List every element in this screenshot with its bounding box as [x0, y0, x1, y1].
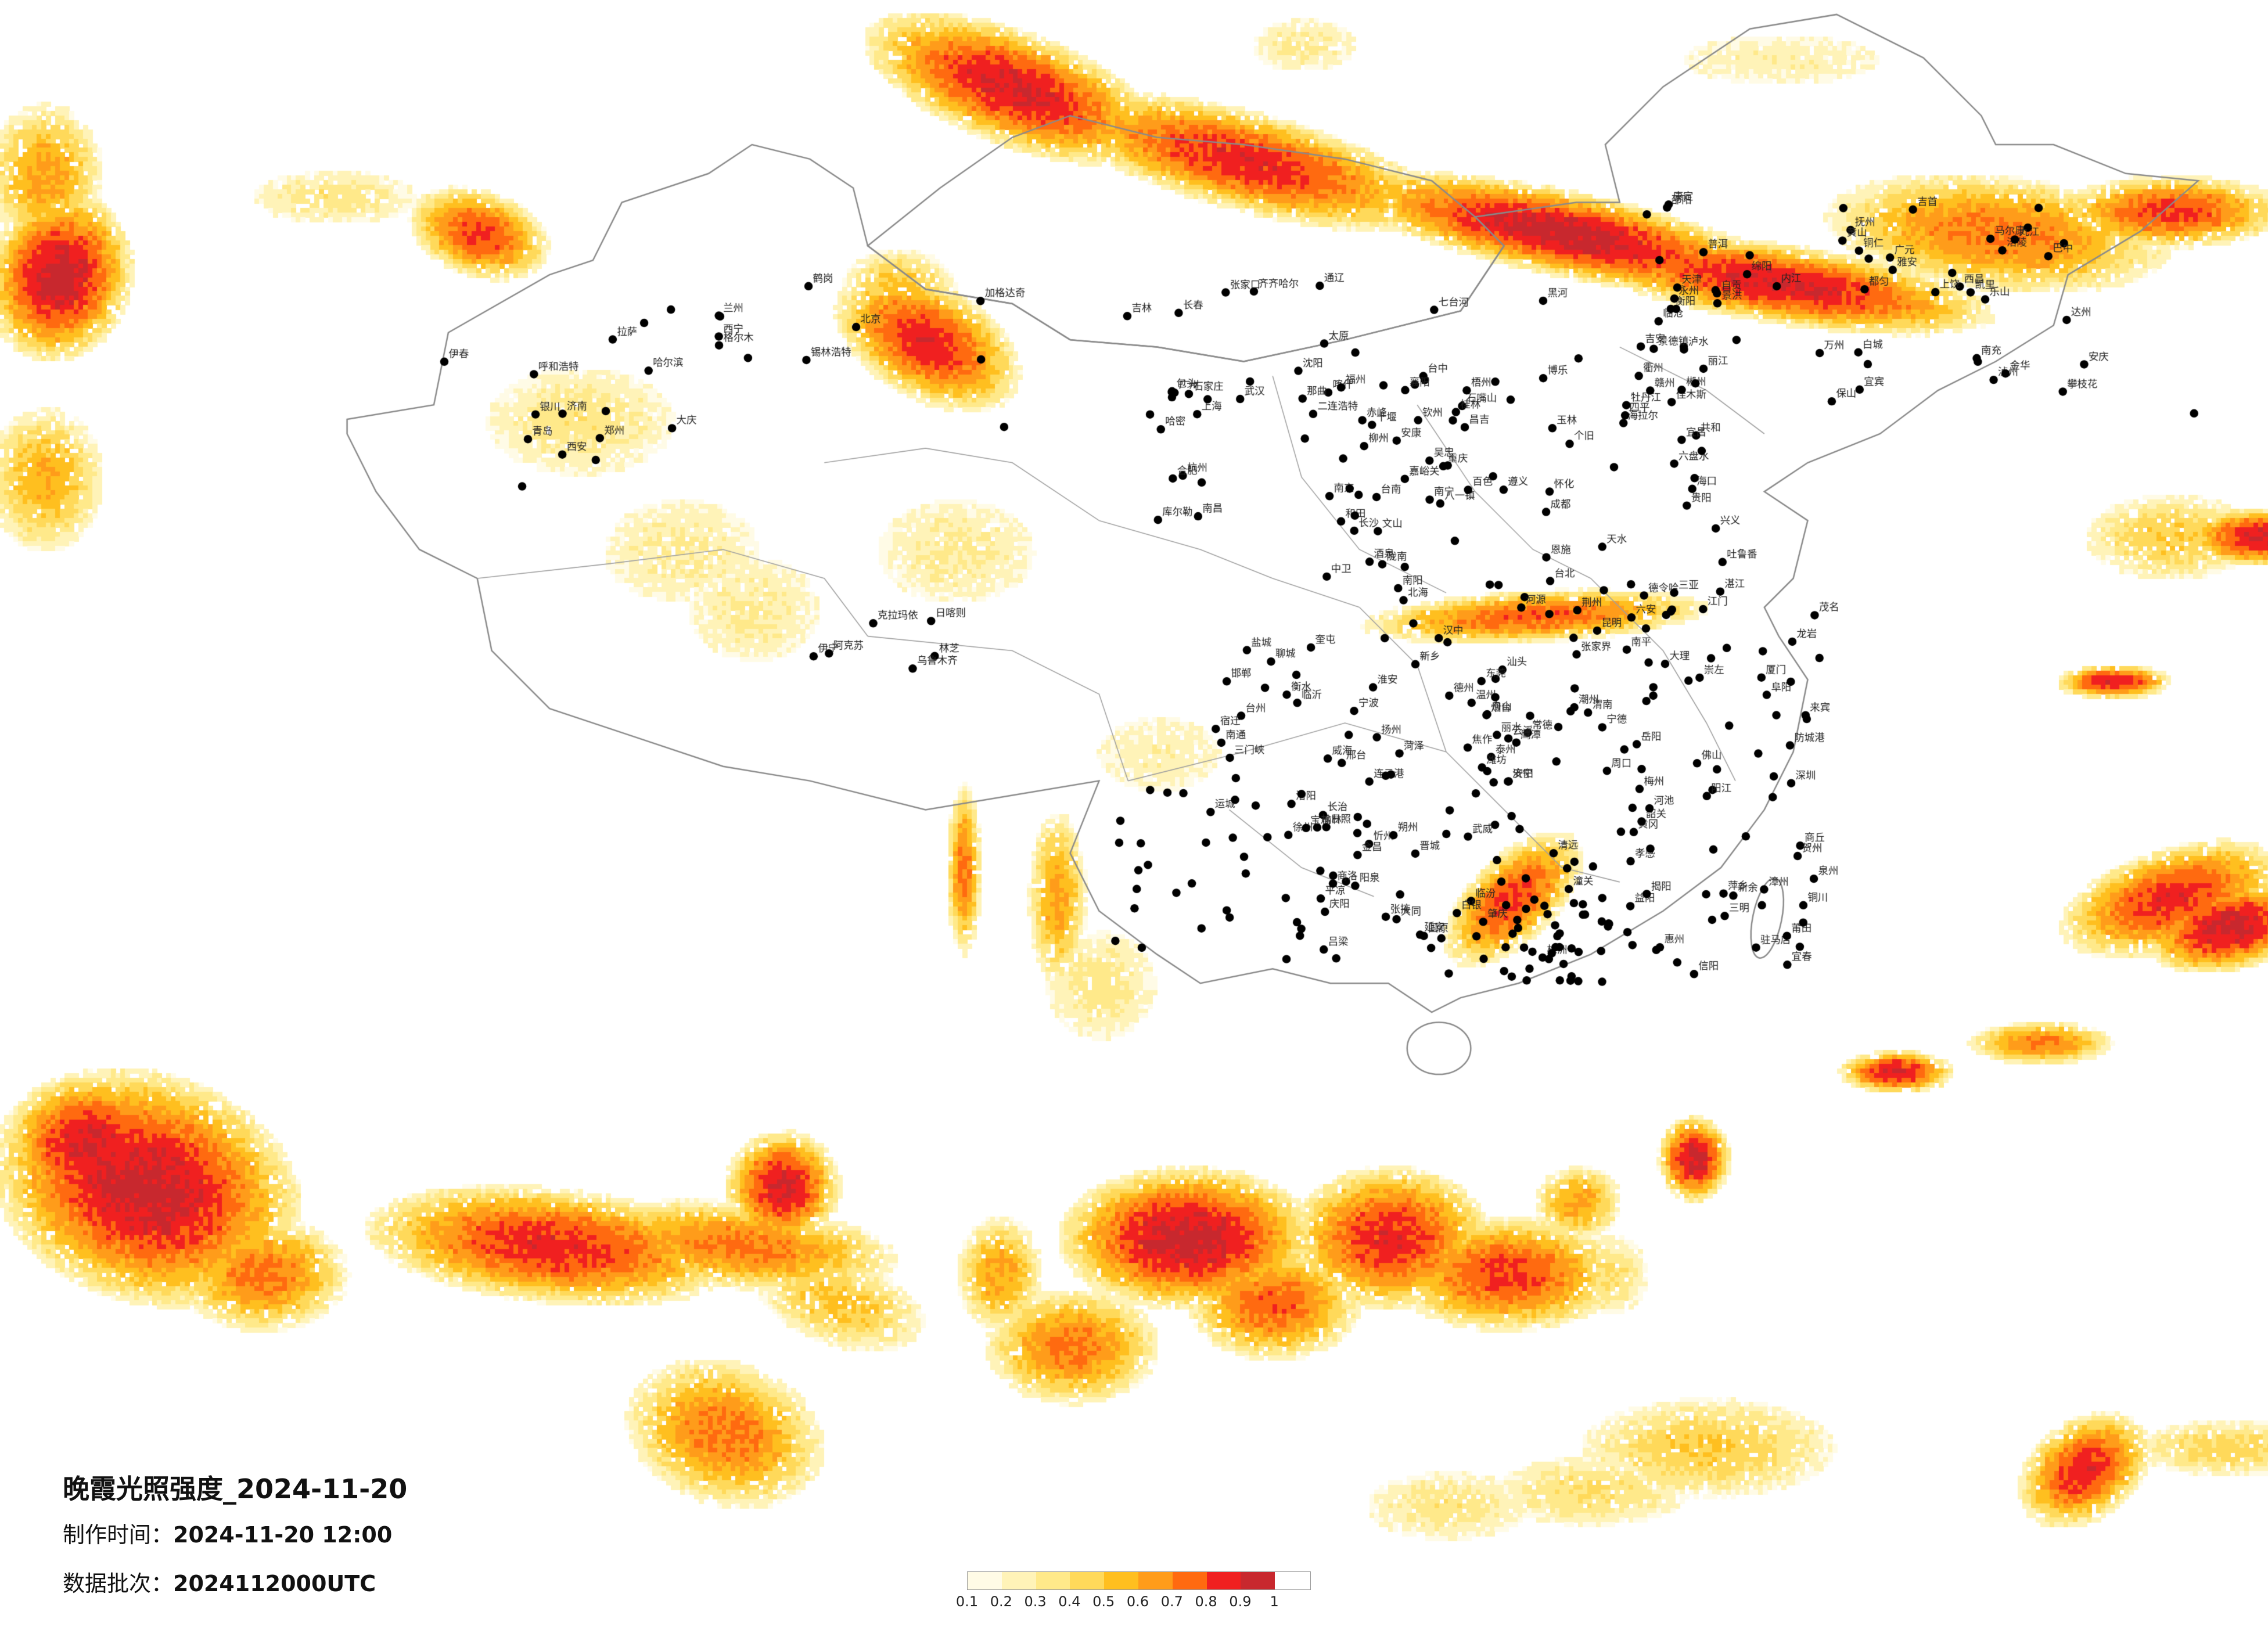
legend-tick-label: 0.4 [1058, 1593, 1081, 1610]
legend-swatch [1070, 1572, 1105, 1589]
legend-tick-label: 1 [1270, 1593, 1279, 1610]
legend-tick-label: 0.2 [990, 1593, 1012, 1610]
data-batch-value: 2024112000UTC [173, 1571, 376, 1596]
legend-swatch [968, 1572, 1002, 1589]
legend-swatch [1001, 1572, 1036, 1589]
production-time: 制作时间：2024-11-20 12:00 [63, 1517, 392, 1549]
legend-tick-label: 0.9 [1229, 1593, 1252, 1610]
color-legend: 0.1 0.2 0.3 0.4 0.5 0.6 0.7 0.8 0.9 1 [956, 1571, 1311, 1611]
data-batch-label: 数据批次： [63, 1571, 174, 1596]
data-batch: 数据批次：2024112000UTC [63, 1566, 376, 1598]
legend-swatch [1241, 1572, 1275, 1589]
map-title: 晚霞光照强度_2024-11-20 [63, 1473, 408, 1505]
legend-swatch [1104, 1572, 1138, 1589]
legend-tick-label: 0.7 [1160, 1593, 1183, 1610]
legend-swatch [1206, 1572, 1241, 1589]
legend-color-bar [967, 1571, 1311, 1590]
production-time-value: 2024-11-20 12:00 [173, 1522, 393, 1548]
legend-swatch [1172, 1572, 1207, 1589]
legend-ticks: 0.1 0.2 0.3 0.4 0.5 0.6 0.7 0.8 0.9 1 [956, 1590, 1311, 1611]
legend-tick-label: 0.3 [1024, 1593, 1047, 1610]
legend-swatch [1138, 1572, 1173, 1589]
legend-swatch [1036, 1572, 1070, 1589]
production-time-label: 制作时间： [63, 1522, 174, 1548]
legend-tick-label: 0.6 [1126, 1593, 1149, 1610]
legend-tick-label: 0.8 [1195, 1593, 1217, 1610]
legend-tick-label: 0.5 [1092, 1593, 1115, 1610]
legend-tick-label: 0.1 [955, 1593, 979, 1610]
